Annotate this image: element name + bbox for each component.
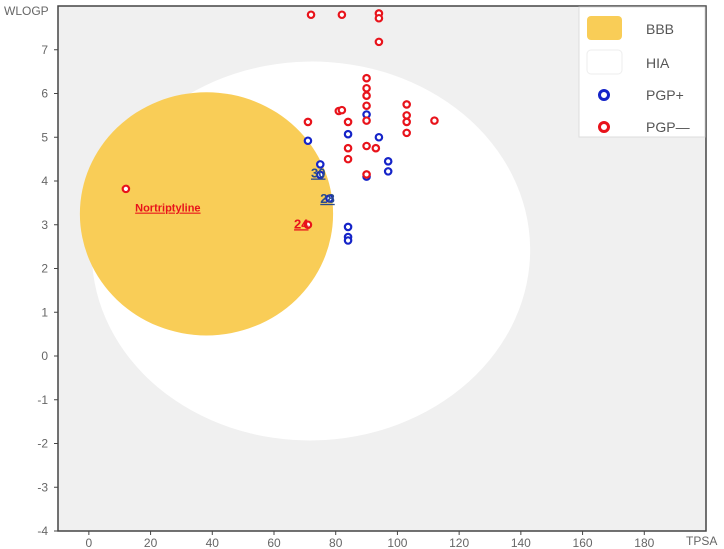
x-tick-label: 60	[267, 536, 281, 549]
point-pgp-plus	[343, 236, 353, 245]
point-pgp-minus	[371, 143, 381, 153]
legend-label-hia: HIA	[646, 55, 670, 71]
annotations-layer: Nortriptyline 30 28 24	[135, 166, 335, 232]
point-pgp-minus	[337, 105, 347, 115]
point-pgp-minus	[362, 141, 371, 151]
point-pgp-minus	[362, 83, 371, 93]
annotation-label: 24	[294, 216, 309, 231]
annotation-label: 30	[311, 166, 325, 181]
point-pgp-minus	[374, 37, 384, 47]
x-tick-label: 120	[449, 536, 469, 549]
point-pgp-plus	[383, 167, 393, 176]
x-tick-label: 100	[387, 536, 407, 549]
x-axis-title: TPSA	[686, 534, 717, 548]
legend-label-bbb: BBB	[646, 21, 674, 37]
point-pgp-minus	[430, 116, 439, 125]
point-pgp-plus	[343, 129, 353, 139]
y-tick-label: 0	[41, 349, 48, 363]
legend-marker-pgp-plus	[598, 89, 610, 101]
x-tick-label: 160	[573, 536, 593, 549]
y-tick-label: -4	[37, 524, 48, 538]
y-tick-label: 6	[41, 87, 48, 101]
y-tick-label: -2	[37, 437, 48, 451]
y-tick-label: 7	[41, 43, 48, 57]
point-pgp-minus	[303, 220, 313, 230]
point-pgp-plus	[383, 157, 393, 166]
point-pgp-minus	[362, 116, 371, 125]
x-tick-label: 20	[144, 536, 158, 549]
point-pgp-plus	[315, 160, 325, 169]
point-pgp-plus	[343, 222, 353, 232]
y-tick-label: 2	[41, 262, 48, 276]
point-pgp-minus	[402, 111, 411, 120]
point-pgp-plus	[325, 194, 334, 203]
point-pgp-minus	[402, 117, 411, 127]
point-pgp-minus	[362, 73, 371, 83]
x-tick-label: 40	[206, 536, 220, 549]
point-pgp-minus	[362, 91, 371, 100]
y-axis-ticks: -4 -3 -2 -1 0 1 2 3 4 5 6 7	[37, 43, 58, 538]
point-pgp-minus	[402, 128, 411, 138]
regions-layer	[79, 61, 531, 441]
y-tick-label: -1	[37, 393, 48, 407]
y-tick-label: -3	[37, 480, 48, 494]
y-tick-label: 5	[41, 130, 48, 144]
x-tick-label: 140	[511, 536, 531, 549]
point-pgp-minus	[362, 170, 371, 179]
region-bbb	[79, 92, 334, 336]
point-pgp-minus	[306, 10, 316, 20]
x-tick-label: 180	[634, 536, 654, 549]
y-tick-label: 4	[41, 174, 48, 188]
legend: BBB HIA PGP+ PGP—	[578, 6, 706, 138]
point-pgp-minus	[343, 154, 353, 164]
point-pgp-minus	[343, 143, 353, 153]
y-tick-label: 1	[41, 305, 48, 319]
points-layer	[121, 9, 439, 245]
point-pgp-plus	[315, 170, 325, 180]
annotation-label: 28	[320, 191, 334, 206]
point-pgp-minus	[337, 10, 347, 20]
x-axis-ticks: 0 20 40 60 80 100 120 140 160 180	[86, 531, 655, 549]
point-pgp-plus	[303, 136, 313, 146]
y-axis-title: WLOGP	[4, 4, 49, 18]
legend-label-pgp-minus: PGP—	[646, 119, 690, 135]
point-pgp-minus	[374, 13, 384, 23]
point-pgp-minus	[121, 184, 131, 194]
point-pgp-minus	[362, 101, 371, 111]
point-pgp-minus	[343, 117, 353, 127]
x-tick-label: 0	[86, 536, 93, 549]
legend-label-pgp-plus: PGP+	[646, 87, 684, 103]
point-pgp-plus	[374, 132, 384, 142]
annotation-label: Nortriptyline	[135, 203, 200, 215]
point-pgp-minus	[402, 100, 411, 109]
y-tick-label: 3	[41, 218, 48, 232]
legend-marker-pgp-minus	[598, 121, 610, 133]
point-pgp-minus	[303, 117, 313, 127]
legend-swatch-hia	[586, 49, 623, 75]
legend-swatch-bbb	[587, 16, 622, 40]
x-tick-label: 80	[329, 536, 343, 549]
